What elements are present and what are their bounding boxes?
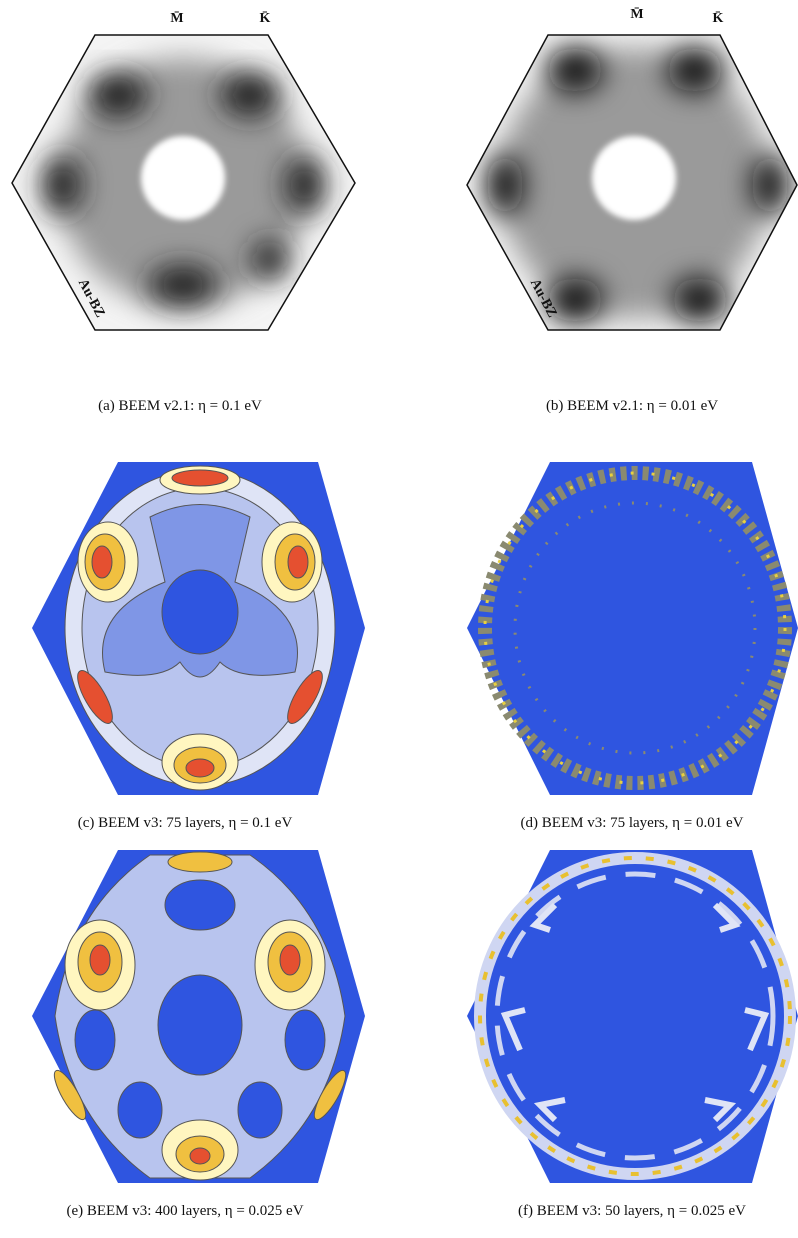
panel-e-image [32, 850, 365, 1183]
panel-b-image [467, 35, 797, 330]
caption: (c) BEEM v3: 75 layers, η = 0.1 eV [78, 815, 293, 831]
k-label: K̄ [713, 11, 724, 26]
caption: (d) BEEM v3: 75 layers, η = 0.01 eV [521, 815, 744, 831]
m-label: M̄ [170, 11, 183, 26]
caption: (a) BEEM v2.1: η = 0.1 eV [98, 398, 262, 414]
caption: (e) BEEM v3: 400 layers, η = 0.025 eV [66, 1203, 303, 1219]
caption: (f) BEEM v3: 50 layers, η = 0.025 eV [518, 1203, 746, 1219]
brillouin-zone [466, 34, 798, 331]
panel-a-image [12, 35, 355, 330]
brillouin-zone [11, 34, 356, 331]
panel-c-image [32, 462, 365, 795]
panel-f-image [467, 850, 798, 1183]
panel-d-image [467, 462, 798, 795]
caption: (b) BEEM v2.1: η = 0.01 eV [546, 398, 718, 414]
k-label: K̄ [260, 11, 271, 26]
m-label: M̄ [630, 7, 643, 22]
